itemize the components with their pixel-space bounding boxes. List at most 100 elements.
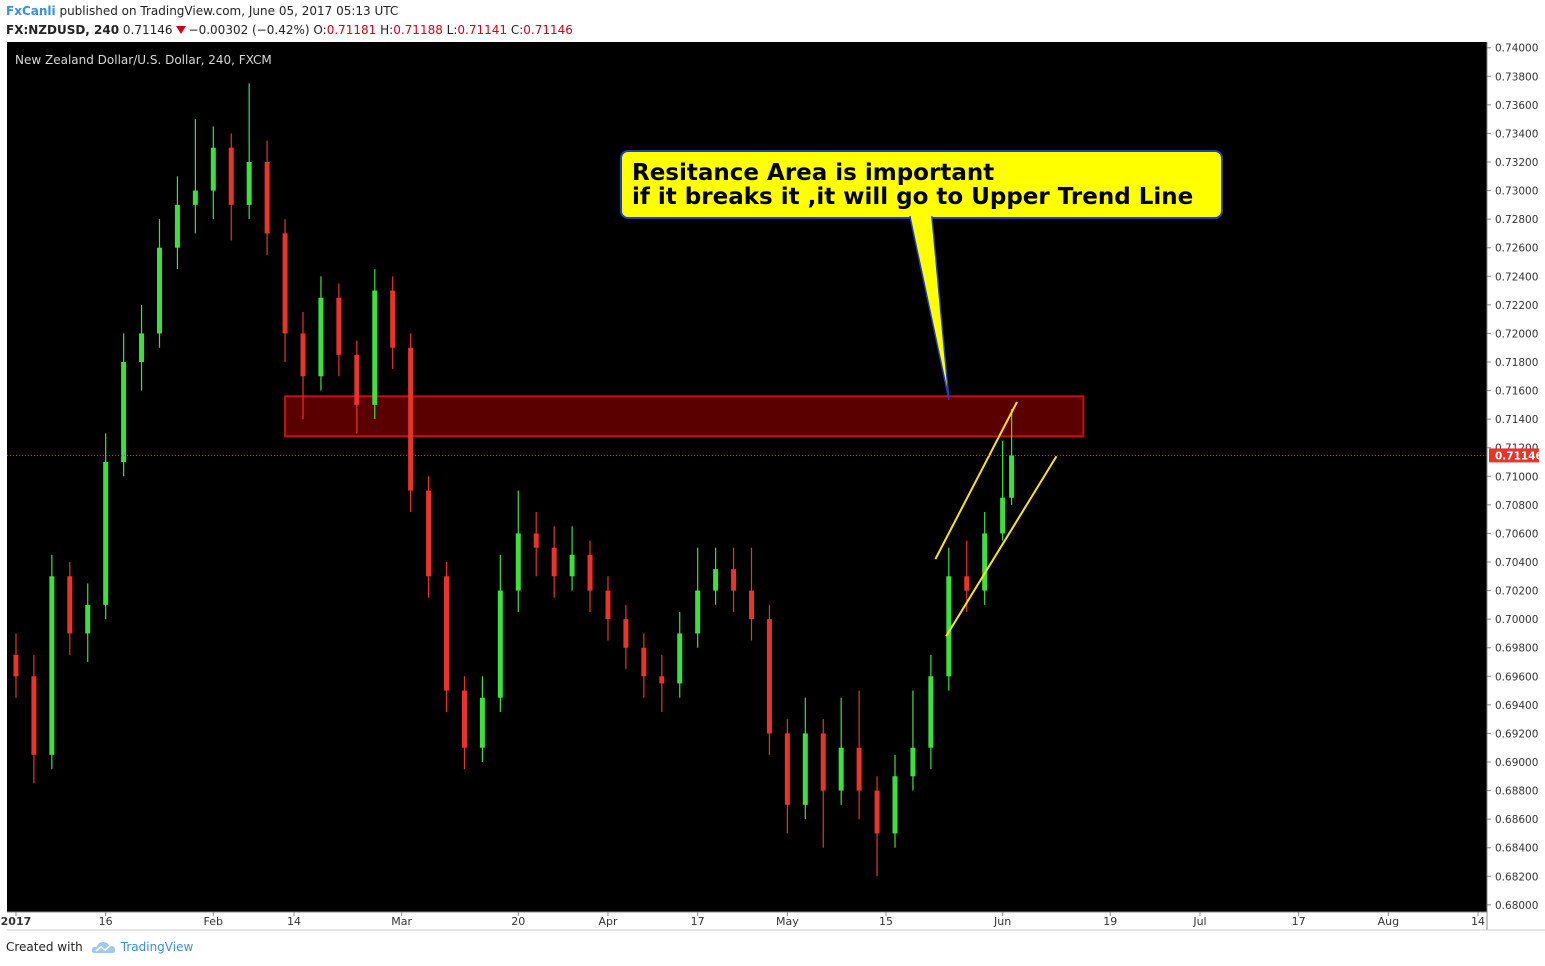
candle-body [533, 533, 539, 548]
candle-body [461, 690, 467, 748]
candle-body [641, 647, 647, 677]
channel-line [934, 401, 1018, 560]
callout-line: if it breaks it ,it will go to Upper Tre… [632, 184, 1193, 210]
candle-body [49, 576, 55, 755]
candle-body [695, 590, 701, 634]
candle-body [551, 547, 557, 577]
candle-body [372, 290, 378, 405]
candle-body [856, 747, 862, 791]
candle-body [623, 619, 629, 648]
y-tick-label: 0.70600 [1495, 528, 1538, 540]
change: −0.00302 (−0.42%) [188, 23, 310, 37]
candle-body [139, 333, 145, 362]
x-tick-label: 2017 [1, 915, 32, 928]
candle-body [318, 297, 324, 377]
y-tick-label: 0.70800 [1495, 500, 1538, 512]
x-tick-label: 17 [691, 915, 705, 928]
created-with: Created with [6, 940, 83, 954]
candle-body [408, 347, 414, 491]
candle-body [174, 204, 180, 248]
plot [7, 83, 1487, 877]
author[interactable]: FxCanli [6, 4, 56, 18]
candle-body [605, 590, 611, 620]
tv-logo [91, 942, 115, 953]
candle-body [946, 576, 952, 677]
x-tick-label: 14 [1471, 915, 1485, 928]
y-tick-label: 0.69800 [1495, 643, 1538, 655]
chart: New Zealand Dollar/U.S. Dollar, 240, FXC… [1, 42, 1545, 931]
candle-body [479, 697, 485, 748]
candle-body [1000, 497, 1006, 534]
candle-body [820, 733, 826, 791]
chart-title: New Zealand Dollar/U.S. Dollar, 240, FXC… [15, 53, 272, 67]
y-tick-label: 0.73400 [1495, 128, 1538, 140]
symbol: FX:NZDUSD, 240 [6, 23, 120, 37]
y-tick-label: 0.72600 [1495, 243, 1538, 255]
y-tick-label: 0.74000 [1495, 43, 1538, 55]
price-tag-label: 0.71146 [1495, 450, 1543, 462]
candle-body [103, 462, 109, 605]
candle-body [892, 776, 898, 834]
candle-body [587, 554, 593, 591]
x-tick-label: 17 [1292, 915, 1306, 928]
y-tick-label: 0.73200 [1495, 157, 1538, 169]
candle-body [731, 569, 737, 591]
x-tick-label: Mar [391, 915, 412, 928]
candle-body [748, 590, 754, 620]
y-tick-label: 0.68600 [1495, 814, 1538, 826]
header: FxCanli published on TradingView.com, Ju… [6, 2, 573, 40]
y-tick-label: 0.72200 [1495, 300, 1538, 312]
candle-body [121, 362, 127, 462]
y-tick-label: 0.68200 [1495, 871, 1538, 883]
y-tick-label: 0.70400 [1495, 557, 1538, 569]
logo-line [95, 944, 112, 952]
candle-body [677, 633, 683, 684]
y-tick-label: 0.70200 [1495, 586, 1538, 598]
quote-line: FX:NZDUSD, 240 0.71146 −0.00302 (−0.42%) … [6, 21, 573, 40]
candle-body [228, 147, 234, 205]
channel-line [945, 455, 1058, 637]
candle-body [444, 576, 450, 691]
candle-body [713, 569, 719, 591]
brand[interactable]: TradingView [120, 940, 194, 954]
candle-body [156, 247, 162, 334]
h-label: H: [380, 23, 394, 37]
candle-body [910, 747, 916, 777]
candle-body [874, 790, 880, 834]
y-tick-label: 0.72000 [1495, 328, 1538, 340]
price-tag [1489, 448, 1539, 463]
c-label: C: [510, 23, 524, 37]
candle-body [766, 619, 772, 734]
candle-body [336, 297, 342, 355]
candle-body [67, 576, 73, 634]
y-tick-label: 0.68800 [1495, 786, 1538, 798]
candle-body [426, 490, 432, 577]
published: published on TradingView.com, June 05, 2… [59, 4, 399, 18]
candle-body [515, 533, 521, 591]
h-value: 0.71188 [393, 23, 443, 37]
y-tick-label: 0.71800 [1495, 357, 1538, 369]
last: 0.71146 [122, 23, 173, 37]
candle-body [390, 290, 396, 348]
o-label: O: [313, 23, 327, 37]
l-label: L: [446, 23, 458, 37]
candle-body [300, 333, 306, 377]
y-tick-label: 0.72800 [1495, 214, 1538, 226]
candle-body [1009, 455, 1015, 498]
x-tick-label: Apr [598, 915, 618, 928]
y-tick-label: 0.71000 [1495, 471, 1538, 483]
candle-body [982, 533, 988, 591]
y-tick-label: 0.71400 [1495, 414, 1538, 426]
y-tick-label: 0.72400 [1495, 271, 1538, 283]
x-tick-label: May [776, 915, 799, 928]
y-tick-label: 0.73000 [1495, 186, 1538, 198]
y-tick-label: 0.69000 [1495, 757, 1538, 769]
x-tick-label: 16 [99, 915, 113, 928]
candle-body [659, 676, 665, 684]
x-tick-label: Jun [993, 915, 1011, 928]
o-value: 0.71181 [326, 23, 377, 37]
candle-body [838, 747, 844, 791]
candle-body [354, 354, 360, 405]
candle-body [282, 233, 288, 334]
candle-body [13, 654, 19, 677]
